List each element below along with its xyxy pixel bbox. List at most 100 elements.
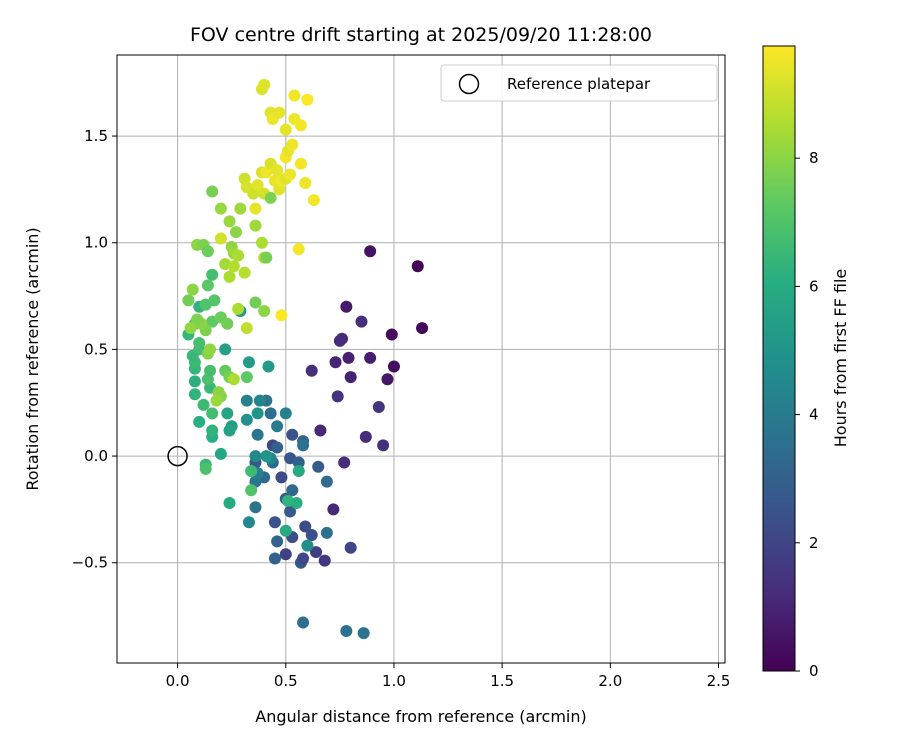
data-point (340, 300, 353, 313)
data-point (188, 388, 201, 401)
data-point (364, 245, 377, 258)
data-point (320, 475, 333, 488)
data-point (206, 185, 219, 198)
data-point (307, 194, 320, 207)
data-point (182, 294, 195, 307)
colorbar-tick-label: 6 (809, 277, 819, 295)
data-point (240, 322, 253, 335)
axis-ticks: 0.0 0.5 1.0 1.5 2.0 2.5 −0.5 0.0 0.5 1.0 1.5 (72, 127, 731, 690)
x-tick-label: 0.0 (166, 672, 190, 690)
data-point (342, 351, 355, 364)
data-point (305, 364, 318, 377)
data-point (251, 407, 264, 420)
data-point (251, 428, 264, 441)
data-point (264, 191, 277, 204)
data-point (275, 309, 288, 322)
x-tick-label: 1.0 (382, 672, 406, 690)
data-point (204, 343, 217, 356)
legend-box (440, 64, 718, 102)
data-point (245, 465, 258, 477)
data-point (258, 305, 271, 317)
data-point (416, 322, 429, 335)
data-point (193, 415, 206, 428)
data-point (214, 202, 227, 215)
legend-label: Reference platepar (507, 75, 651, 93)
data-point (297, 552, 310, 565)
data-point (286, 138, 299, 151)
data-point (223, 497, 236, 509)
data-point (297, 616, 310, 629)
legend-marker (458, 73, 480, 95)
data-points (182, 78, 429, 640)
x-axis-label: Angular distance from reference (arcmin) (255, 707, 586, 726)
reference-platepar-marker (167, 445, 188, 467)
data-point (355, 315, 368, 328)
data-point (240, 394, 253, 407)
data-point (268, 516, 281, 529)
data-point (292, 243, 305, 256)
data-point (312, 460, 325, 473)
colorbar-label: Hours from first FF file (831, 269, 850, 448)
data-point (327, 503, 340, 516)
data-point (230, 226, 243, 239)
chart-title: FOV centre drift starting at 2025/09/20 … (190, 24, 652, 46)
data-point (219, 343, 232, 356)
data-point (357, 627, 370, 640)
y-tick-label: 0.0 (84, 447, 108, 465)
colorbar: 0 2 4 6 8 Hours from first FF file (762, 45, 850, 680)
data-point (264, 407, 277, 420)
x-tick-label: 0.5 (274, 672, 298, 690)
data-point (223, 270, 236, 283)
colorbar-tick-label: 2 (809, 534, 819, 552)
data-point (206, 407, 219, 420)
data-point (221, 407, 234, 420)
data-point (223, 215, 236, 228)
y-tick-label: −0.5 (72, 554, 108, 572)
data-point (214, 447, 227, 460)
data-point (208, 294, 221, 307)
data-point (268, 552, 281, 565)
data-point (381, 373, 394, 386)
x-tick-label: 1.5 (490, 672, 514, 690)
data-point (249, 296, 262, 309)
data-point (227, 373, 240, 386)
data-point (297, 439, 310, 452)
data-point (299, 520, 312, 533)
data-point (331, 390, 344, 403)
data-point (188, 375, 201, 388)
data-point (275, 471, 288, 484)
data-point (249, 501, 262, 514)
data-point (221, 317, 234, 330)
data-point (279, 524, 292, 537)
data-point (338, 456, 351, 469)
data-point (288, 89, 301, 102)
data-point (204, 364, 217, 377)
data-point (258, 78, 271, 91)
data-point (227, 260, 240, 273)
data-point (281, 494, 294, 507)
data-point (301, 539, 314, 552)
data-point (232, 302, 245, 315)
data-point (206, 268, 219, 281)
data-point (271, 164, 284, 177)
x-tick-label: 2.0 (598, 672, 622, 690)
x-tick-label: 2.5 (707, 672, 731, 690)
data-point (320, 526, 333, 539)
data-point (387, 360, 400, 373)
colorbar-tick-label: 8 (809, 149, 819, 167)
data-point (191, 313, 204, 326)
data-point (186, 283, 199, 296)
data-point (299, 177, 312, 189)
data-point (286, 428, 299, 441)
data-point (251, 179, 264, 192)
data-point (294, 119, 307, 132)
colorbar-gradient (762, 45, 796, 672)
colorbar-tick-label: 4 (809, 406, 819, 424)
data-point (184, 322, 197, 335)
data-point (329, 356, 342, 369)
data-point (249, 450, 262, 463)
data-point (242, 356, 255, 369)
data-point (271, 441, 284, 454)
data-point (238, 266, 251, 279)
data-point (294, 157, 307, 170)
